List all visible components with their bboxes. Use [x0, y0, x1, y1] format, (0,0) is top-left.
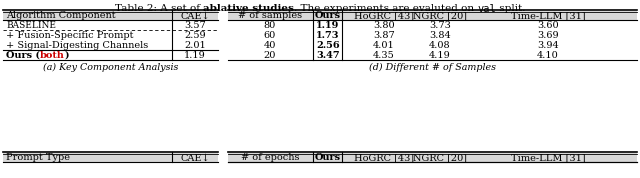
Text: Time-LLM [31]: Time-LLM [31] [511, 12, 586, 20]
Bar [228, 153, 637, 162]
Text: CAE↓: CAE↓ [180, 153, 210, 163]
Text: 3.73: 3.73 [429, 20, 451, 30]
Text: 1.19: 1.19 [316, 20, 340, 30]
Text: both: both [40, 51, 65, 59]
Text: Prompt Type: Prompt Type [6, 153, 70, 163]
Text: Ours: Ours [315, 153, 341, 163]
Text: # of epochs: # of epochs [241, 153, 300, 163]
Text: HoGRC [43]: HoGRC [43] [354, 12, 414, 20]
Text: 40: 40 [264, 41, 276, 49]
Text: 3.87: 3.87 [373, 30, 395, 40]
Text: 3.69: 3.69 [537, 30, 559, 40]
Text: 2.56: 2.56 [316, 41, 340, 49]
Text: 3.84: 3.84 [429, 30, 451, 40]
Text: 2.59: 2.59 [184, 30, 206, 40]
Text: # of samples: # of samples [238, 12, 302, 20]
Text: 20: 20 [264, 51, 276, 59]
Text: 3.57: 3.57 [184, 20, 206, 30]
Text: . The experiments are evaluted on: . The experiments are evaluted on [294, 4, 477, 13]
Text: 3.47: 3.47 [316, 51, 340, 59]
Text: val: val [477, 4, 496, 14]
Text: NGRC [20]: NGRC [20] [413, 153, 467, 163]
Text: 3.80: 3.80 [373, 20, 395, 30]
Text: split.: split. [496, 4, 525, 13]
Text: CAE↓: CAE↓ [180, 12, 210, 20]
Text: (a) Key Component Analysis: (a) Key Component Analysis [43, 63, 178, 72]
Text: Time-LLM [31]: Time-LLM [31] [511, 153, 586, 163]
Text: 4.01: 4.01 [373, 41, 395, 49]
Text: ): ) [65, 51, 69, 59]
Text: 4.10: 4.10 [537, 51, 559, 59]
Text: Ours (: Ours ( [6, 51, 40, 59]
Text: 2.01: 2.01 [184, 41, 206, 49]
Text: BASELINE: BASELINE [6, 20, 56, 30]
Text: Algorithm Component: Algorithm Component [6, 12, 116, 20]
Text: NGRC [20]: NGRC [20] [413, 12, 467, 20]
Text: 4.08: 4.08 [429, 41, 451, 49]
Text: 60: 60 [264, 30, 276, 40]
Text: Ours: Ours [315, 12, 341, 20]
Text: 1.73: 1.73 [316, 30, 340, 40]
Text: 4.19: 4.19 [429, 51, 451, 59]
Text: ablative studies: ablative studies [203, 4, 294, 13]
Text: 80: 80 [264, 20, 276, 30]
Text: HoGRC [43]: HoGRC [43] [354, 153, 414, 163]
Text: 3.94: 3.94 [537, 41, 559, 49]
Bar [3, 11, 218, 20]
Bar [3, 153, 218, 162]
Text: (d) Different # of Samples: (d) Different # of Samples [369, 63, 496, 72]
Text: 1.19: 1.19 [184, 51, 206, 59]
Text: 3.60: 3.60 [537, 20, 559, 30]
Text: + Fusion-Specific Prompt: + Fusion-Specific Prompt [6, 30, 134, 40]
Text: + Signal-Digesting Channels: + Signal-Digesting Channels [6, 41, 148, 49]
Text: Table 2: A set of: Table 2: A set of [115, 4, 203, 13]
Text: 4.35: 4.35 [373, 51, 395, 59]
Bar [228, 11, 637, 20]
